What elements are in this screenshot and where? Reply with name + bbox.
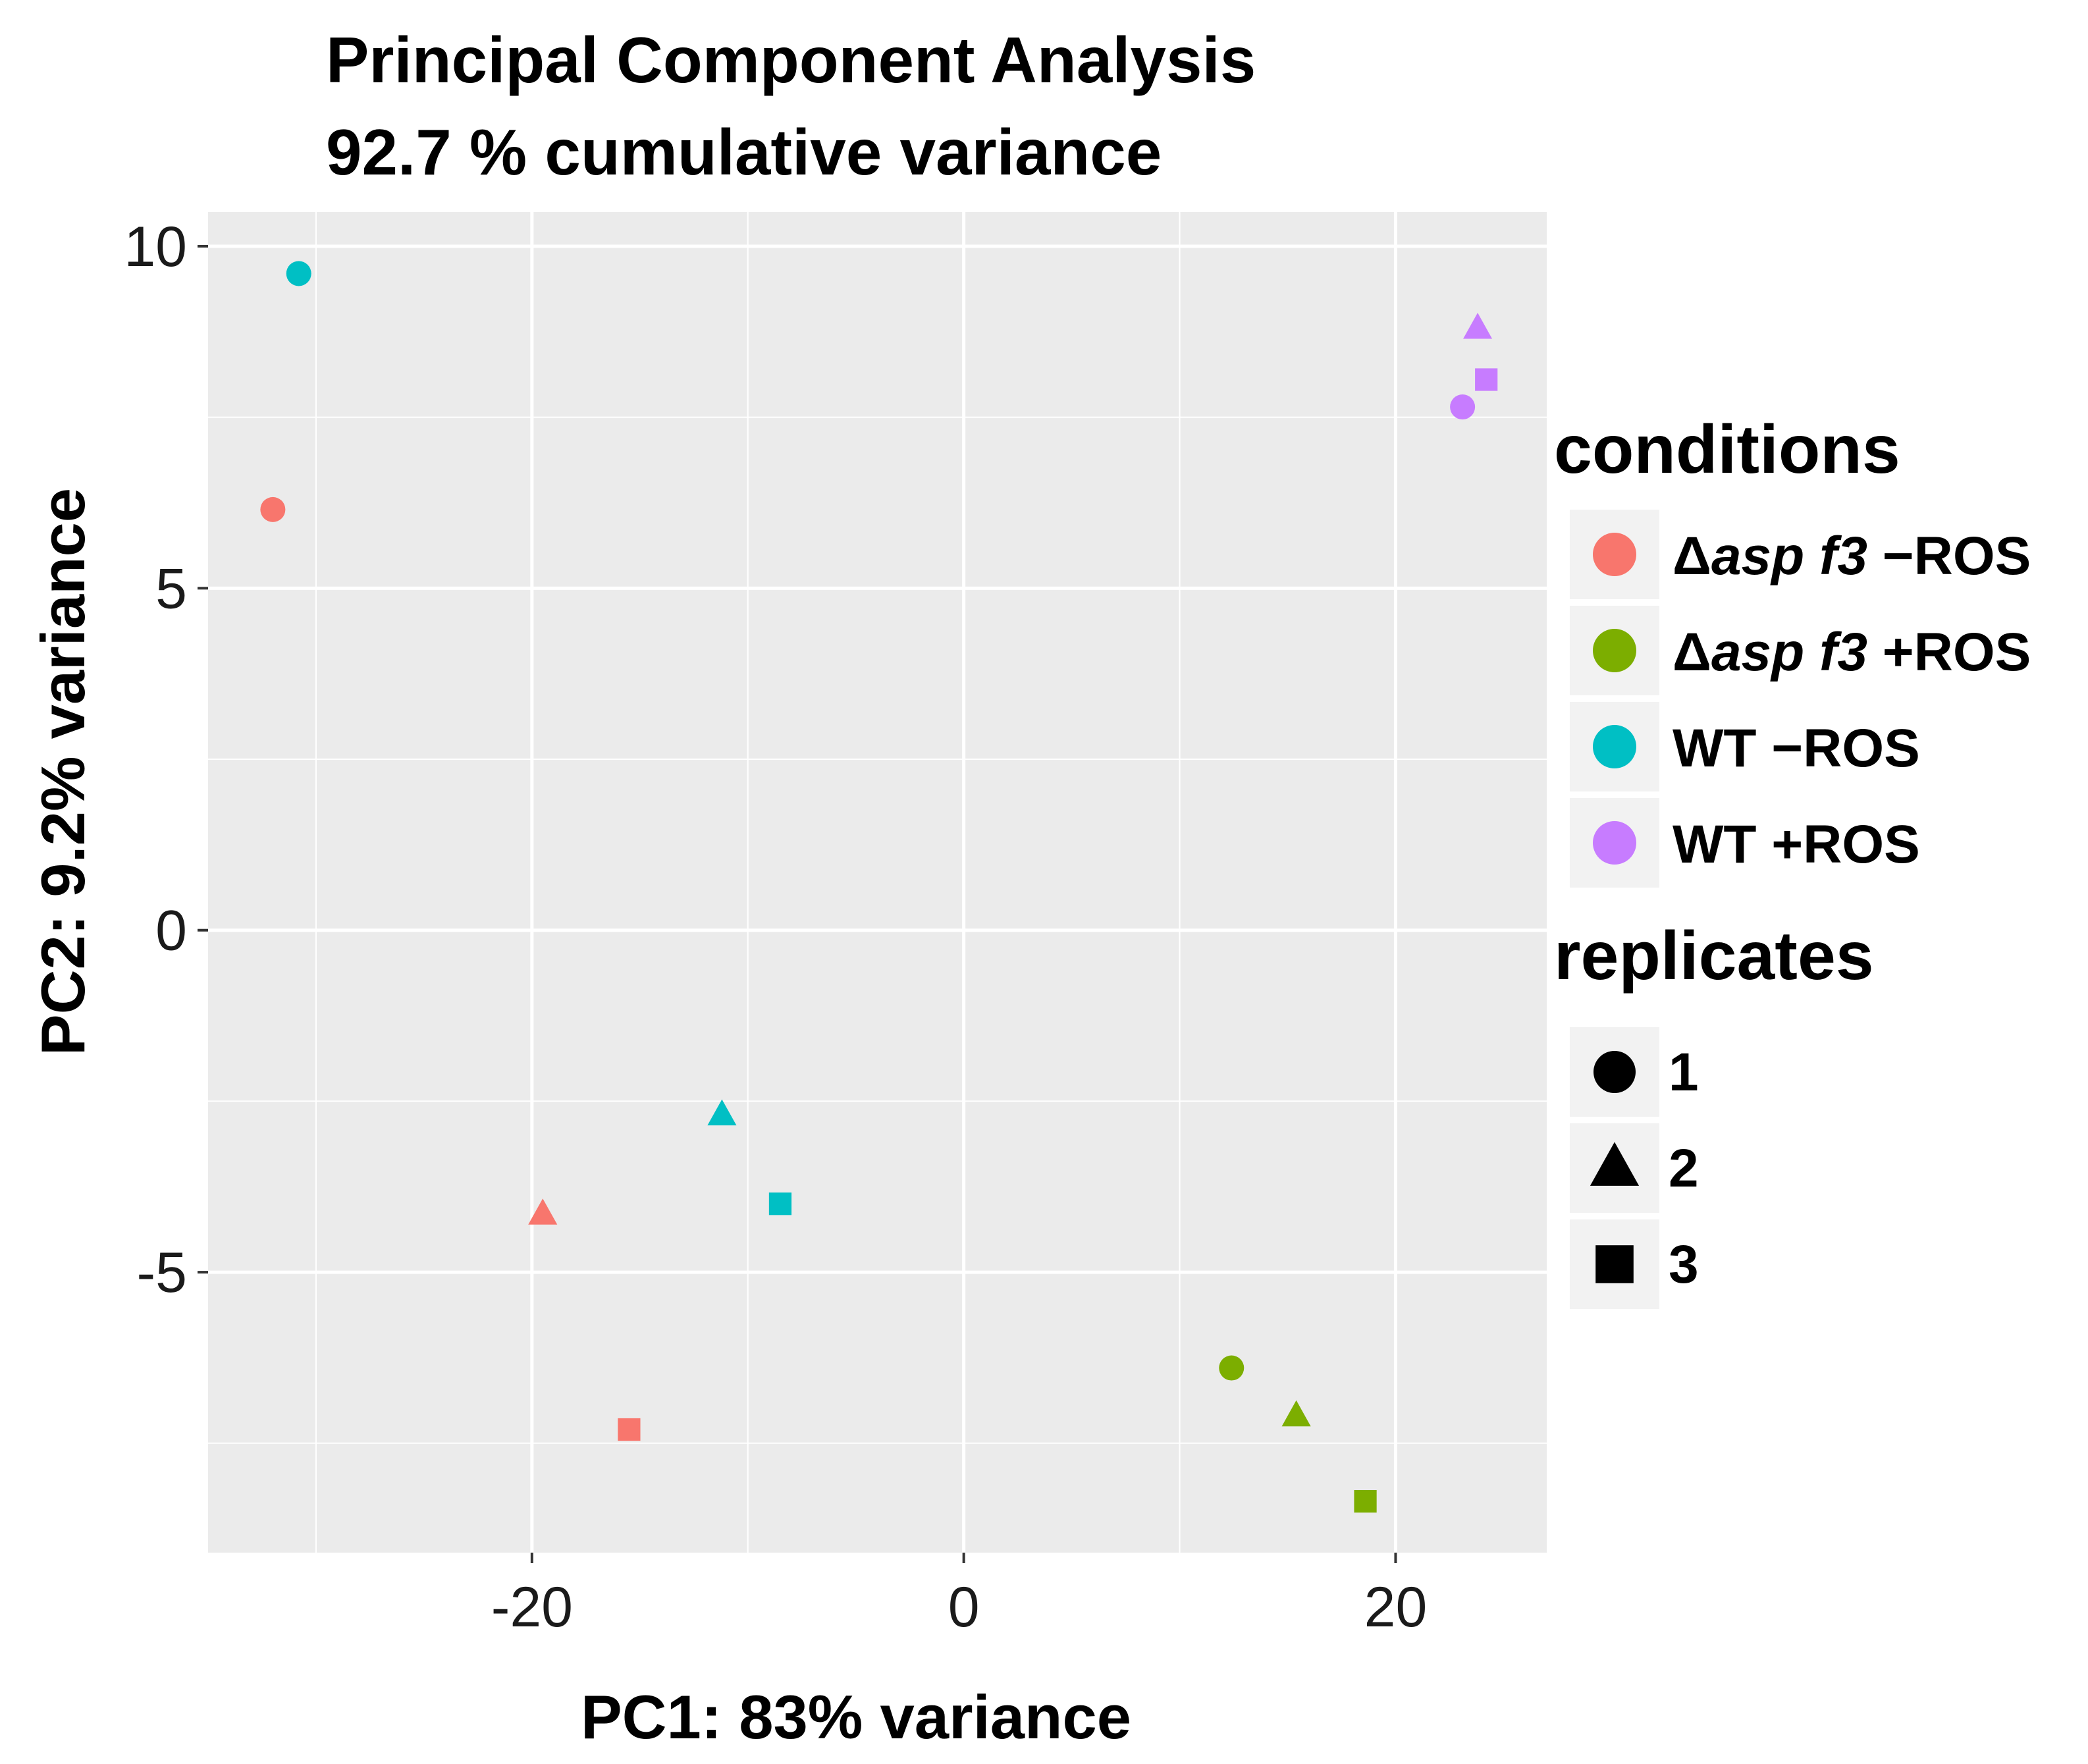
legend-replicate-label: 1: [1669, 1042, 1699, 1102]
data-point-triangle: [707, 1099, 737, 1126]
data-point-square: [768, 1192, 792, 1216]
data-point-circle: [260, 496, 286, 522]
y-tick-label: -5: [137, 1241, 187, 1304]
legend-replicate-square: [1595, 1245, 1634, 1283]
x-axis-title: PC1: 83% variance: [581, 1682, 1131, 1751]
data-point-circle: [1219, 1355, 1245, 1381]
data-point-square: [1354, 1489, 1377, 1513]
axis-tick-labels: -20 0 20 10 5 0 -5: [124, 215, 1427, 1639]
major-gridlines: [208, 212, 1547, 1553]
data-point-circle: [286, 261, 311, 286]
legend-condition-swatch: [1593, 821, 1636, 865]
data-point-square: [618, 1418, 641, 1441]
legend-conditions: Δasp f3 −ROS Δasp f3 +ROS WT −ROS WT +ROS: [1570, 510, 2031, 888]
legend-condition-label: Δasp f3 +ROS: [1673, 622, 2031, 682]
y-axis-title: PC2: 9.2% variance: [28, 488, 97, 1056]
legend-condition-swatch: [1593, 533, 1636, 576]
legend-replicates-title: replicates: [1554, 918, 1874, 994]
legend-replicates: 1 2 3: [1570, 1027, 1699, 1309]
x-tick-label: -20: [491, 1576, 573, 1639]
y-tick-label: 10: [124, 215, 187, 279]
legend-replicate-label: 2: [1669, 1138, 1699, 1198]
legend-condition-swatch: [1593, 629, 1636, 672]
chart-title: Principal Component Analysis: [326, 24, 1256, 96]
legend-conditions-title: conditions: [1554, 412, 1900, 488]
chart-subtitle: 92.7 % cumulative variance: [326, 116, 1162, 188]
data-point-square: [1475, 368, 1498, 391]
x-tick-label: 0: [948, 1576, 980, 1639]
y-tick-label: 5: [155, 557, 187, 620]
data-point-triangle: [1463, 313, 1493, 339]
legend-replicate-label: 3: [1669, 1235, 1699, 1295]
y-tick-label: 0: [155, 899, 187, 963]
data-point-circle: [1450, 394, 1476, 420]
x-tick-label: 20: [1364, 1576, 1428, 1639]
legend: conditions Δasp f3 −ROS Δasp f3 +ROS WT −R…: [1554, 412, 2031, 1309]
minor-gridlines: [208, 212, 1547, 1553]
legend-condition-label: Δasp f3 −ROS: [1673, 526, 2031, 586]
data-point-triangle: [528, 1198, 558, 1225]
data-points: [260, 261, 1498, 1513]
legend-condition-label: WT +ROS: [1673, 815, 1920, 874]
plot-panel: [208, 212, 1547, 1553]
legend-replicate-circle: [1593, 1051, 1636, 1093]
legend-replicate-triangle: [1590, 1142, 1640, 1186]
axis-ticks: [198, 244, 1397, 1563]
legend-condition-swatch: [1593, 725, 1636, 768]
data-point-triangle: [1281, 1400, 1311, 1427]
legend-condition-label: WT −ROS: [1673, 718, 1920, 778]
